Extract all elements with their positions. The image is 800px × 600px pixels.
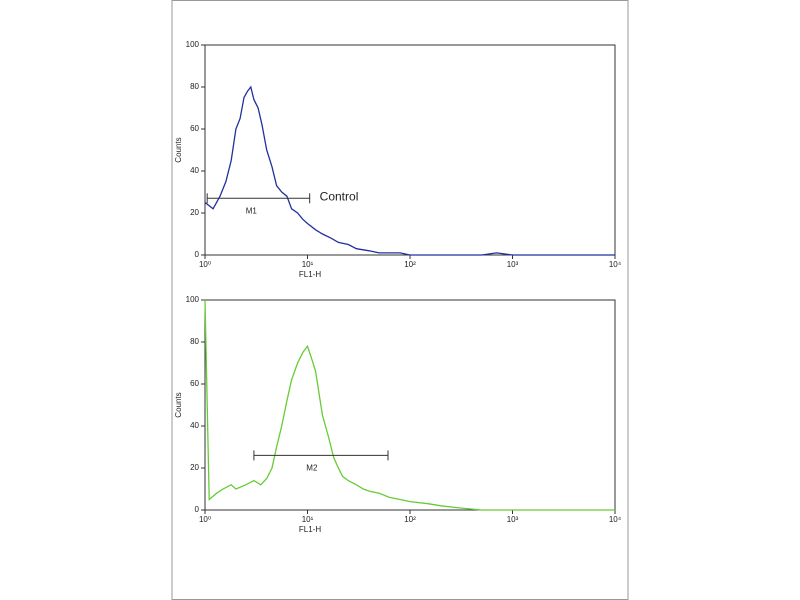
x-tick-label: 10⁴ (609, 260, 622, 269)
y-tick-label: 20 (190, 463, 199, 472)
annotation: Control (320, 189, 359, 203)
y-tick-label: 20 (190, 208, 199, 217)
y-tick-label: 60 (190, 124, 199, 133)
x-tick-label: 10² (404, 515, 416, 524)
x-tick-label: 10¹ (302, 515, 314, 524)
gate-label: M2 (306, 464, 318, 473)
x-tick-label: 10⁰ (199, 260, 211, 269)
y-tick-label: 40 (190, 421, 199, 430)
x-tick-label: 10⁰ (199, 515, 211, 524)
x-tick-label: 10⁴ (609, 515, 622, 524)
y-tick-label: 100 (186, 295, 200, 304)
x-axis-label: FL1-H (299, 525, 321, 534)
x-tick-label: 10³ (507, 260, 519, 269)
y-tick-label: 100 (186, 40, 200, 49)
y-tick-label: 80 (190, 337, 199, 346)
histogram-line (204, 299, 615, 511)
y-axis-label: Counts (174, 392, 183, 417)
y-tick-label: 40 (190, 166, 199, 175)
gate-label: M1 (246, 206, 258, 215)
histogram-line (204, 85, 615, 256)
y-tick-label: 0 (195, 505, 200, 514)
x-tick-label: 10² (404, 260, 416, 269)
y-tick-label: 60 (190, 379, 199, 388)
y-tick-label: 0 (195, 250, 200, 259)
x-tick-label: 10¹ (302, 260, 314, 269)
y-axis-label: Counts (174, 137, 183, 162)
y-tick-label: 80 (190, 82, 199, 91)
x-axis-label: FL1-H (299, 270, 321, 279)
x-tick-label: 10³ (507, 515, 519, 524)
